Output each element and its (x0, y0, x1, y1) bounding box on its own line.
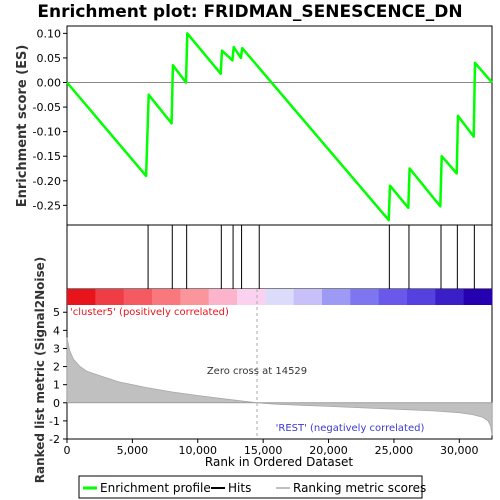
x-tick-label: 5,000 (117, 444, 149, 457)
heatmap-segment (463, 289, 493, 305)
es-panel-frame (66, 25, 493, 226)
metric-ytick-label: 3 (53, 342, 60, 355)
x-tick-label: 15,000 (244, 444, 283, 457)
metric-panel: 5 4 3 2 1 0 -1 -2 'cluster5' (positively correla… (49, 289, 493, 446)
negative-annotation: 'REST' (negatively correlated) (276, 423, 425, 434)
x-tick-label: 20,000 (309, 444, 348, 457)
metric-ytick-label: -1 (49, 415, 60, 428)
es-ytick-label: -0.15 (33, 150, 61, 163)
metric-ytick-label: 1 (53, 379, 60, 392)
heatmap-segment (237, 289, 266, 305)
es-ytick-label: 0.00 (37, 77, 62, 90)
chart-title: Enrichment plot: FRIDMAN_SENESCENCE_DN (37, 2, 462, 22)
es-ytick-label: 0.05 (37, 52, 62, 65)
x-tick-label: 0 (64, 444, 71, 457)
hits-panel (147, 225, 475, 289)
heatmap-segment (265, 289, 295, 305)
es-ytick-label: -0.05 (33, 101, 61, 114)
x-axis-label: Rank in Ordered Dataset (205, 455, 353, 469)
heatmap-segment (350, 289, 380, 305)
legend-label-hits: Hits (228, 481, 251, 495)
x-tick-label: 30,000 (440, 444, 479, 457)
zero-cross-annotation: Zero cross at 14529 (207, 366, 307, 377)
es-ylabel: Enrichment score (ES) (15, 45, 30, 208)
es-panel: 0.10 0.05 0.00 -0.05 -0.10 -0.15 -0.20 -0.25 (33, 27, 493, 222)
metric-ytick-label: 5 (53, 306, 60, 319)
legend-label-ranking: Ranking metric scores (293, 481, 426, 495)
legend: Enrichment profile Hits Ranking metric s… (78, 475, 426, 499)
es-ytick-label: -0.25 (33, 199, 61, 212)
heatmap-segment (435, 289, 465, 305)
metric-ytick-label: -2 (49, 433, 60, 446)
heatmap-segment (378, 289, 408, 305)
heatmap-segment (208, 289, 238, 305)
heatmap-segment (180, 289, 210, 305)
x-tick-label: 10,000 (179, 444, 218, 457)
legend-label-enrichment: Enrichment profile (100, 481, 211, 495)
es-ytick-label: -0.10 (33, 126, 61, 139)
heatmap-bar (67, 289, 493, 305)
positive-annotation: 'cluster5' (positively correlated) (70, 307, 229, 318)
hits-panel-frame (66, 224, 493, 290)
heatmap-segment (407, 289, 436, 305)
metric-ytick-label: 0 (53, 397, 60, 410)
enrichment-profile-line (66, 32, 493, 222)
metric-ylabel: Ranked list metric (Signal2Noise) (33, 257, 47, 484)
heatmap-segment (322, 289, 351, 305)
metric-ytick-label: 2 (53, 361, 60, 374)
es-ytick-label: 0.10 (37, 27, 62, 40)
heatmap-segment (123, 289, 153, 305)
metric-ytick-label: 4 (53, 324, 60, 337)
heatmap-segment (95, 289, 125, 305)
legend-frame (78, 475, 423, 499)
heatmap-segment (293, 289, 323, 305)
es-ytick-label: -0.20 (33, 175, 61, 188)
ranking-metric-area (66, 337, 493, 436)
x-tick-label: 25,000 (375, 444, 414, 457)
heatmap-segment (152, 289, 181, 305)
x-axis: 0 5,000 10,000 15,000 20,000 25,000 30,000 (64, 439, 479, 457)
heatmap-segment (67, 289, 96, 305)
